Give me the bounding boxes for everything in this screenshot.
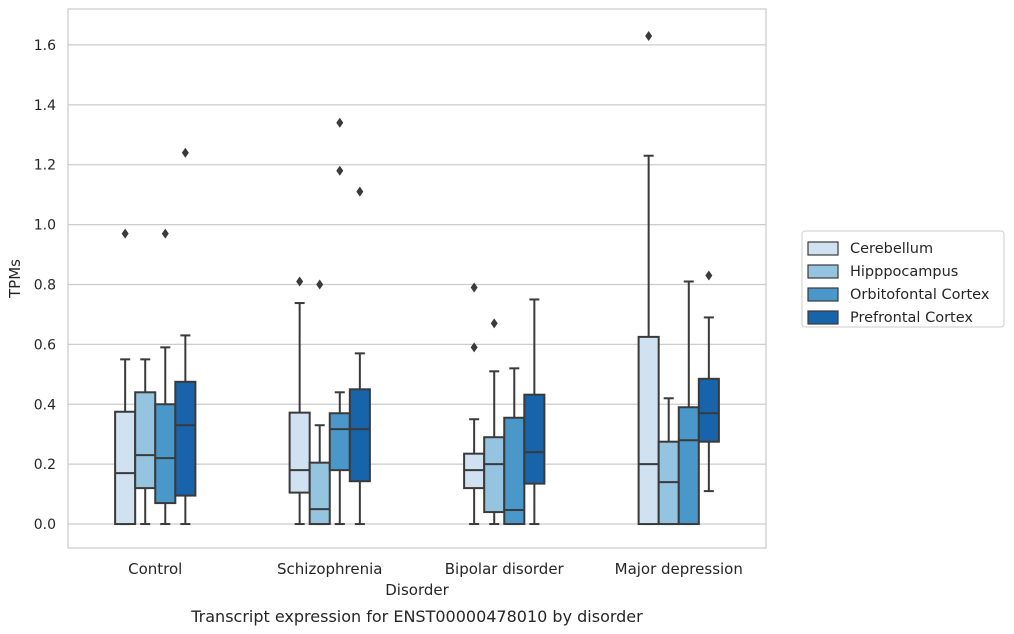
- outlier-point: [645, 30, 653, 41]
- y-tick-label: 1.2: [34, 158, 56, 174]
- legend: Cerebellum Hipppocampus Orbitofontal Corte…: [801, 230, 1005, 328]
- y-tick-label: 1.4: [34, 98, 56, 114]
- outlier-point: [470, 342, 478, 353]
- boxes: [114, 30, 720, 526]
- x-tick-label: Control: [128, 560, 182, 578]
- y-tick-labels: 0.0 0.2 0.4 0.6 0.8 1.0 1.2 1.4 1.6: [34, 38, 56, 533]
- x-tick-label: Bipolar disorder: [445, 560, 565, 578]
- y-tick-label: 0.4: [34, 397, 56, 413]
- outlier-point: [316, 279, 324, 290]
- y-tick-label: 1.6: [34, 38, 56, 54]
- box-group: [154, 228, 177, 526]
- y-axis-label: TPMs: [6, 259, 24, 299]
- outlier-point: [161, 228, 169, 239]
- legend-label: Orbitofontal Cortex: [850, 287, 990, 303]
- y-tick-label: 0.0: [34, 517, 56, 533]
- box-iqr: [154, 403, 177, 505]
- box-iqr: [483, 436, 506, 514]
- legend-frame: [801, 230, 1005, 328]
- box-group: [637, 30, 660, 526]
- legend-label: Cerebellum: [850, 241, 933, 257]
- box-iqr: [328, 412, 351, 472]
- chart-caption: Transcript expression for ENST0000047801…: [190, 607, 643, 626]
- outlier-point: [336, 117, 344, 128]
- y-tick-label: 1.0: [34, 218, 56, 234]
- x-axis-label: Disorder: [385, 581, 449, 599]
- box-group: [328, 117, 351, 526]
- box-iqr: [308, 461, 331, 526]
- legend-swatch: [807, 241, 839, 256]
- outlier-point: [181, 147, 189, 158]
- legend-swatch: [807, 287, 839, 302]
- y-tick-label: 0.2: [34, 457, 56, 473]
- box-iqr: [637, 335, 660, 526]
- box-iqr: [174, 380, 197, 497]
- outlier-point: [336, 165, 344, 176]
- plot-frame: [67, 8, 767, 549]
- box-group: [348, 186, 371, 526]
- outlier-point: [296, 276, 304, 287]
- x-tick-label: Schizophrenia: [277, 560, 382, 578]
- outlier-point: [470, 282, 478, 293]
- box-iqr: [677, 406, 700, 526]
- box-group: [288, 276, 311, 526]
- box-group: [114, 228, 137, 526]
- x-tick-labels: Control Schizophrenia Bipolar disorder Majo…: [128, 560, 743, 578]
- box-group: [483, 318, 506, 526]
- box-iqr: [134, 391, 157, 490]
- y-tick-label: 0.6: [34, 337, 56, 353]
- box-group: [677, 280, 700, 526]
- y-tick-label: 0.8: [34, 277, 56, 293]
- box-group: [308, 279, 331, 526]
- outlier-point: [490, 318, 498, 329]
- legend-swatch: [807, 264, 839, 279]
- box-group: [174, 147, 197, 526]
- box-group: [134, 358, 157, 526]
- outlier-point: [705, 270, 713, 281]
- legend-swatch: [807, 310, 839, 325]
- box-iqr: [697, 377, 720, 443]
- outlier-point: [121, 228, 129, 239]
- x-tick-label: Major depression: [615, 560, 743, 578]
- box-group: [523, 298, 546, 526]
- box-iqr: [503, 416, 526, 526]
- box-group: [657, 397, 680, 526]
- box-group: [463, 282, 486, 526]
- box-group: [697, 270, 720, 493]
- box-iqr: [288, 411, 311, 494]
- outlier-point: [356, 186, 364, 197]
- box-group: [503, 367, 526, 526]
- legend-label: Hipppocampus: [850, 264, 958, 280]
- legend-label: Prefrontal Cortex: [850, 310, 973, 326]
- box-iqr: [523, 393, 546, 485]
- box-iqr: [348, 388, 371, 483]
- box-iqr: [114, 410, 137, 526]
